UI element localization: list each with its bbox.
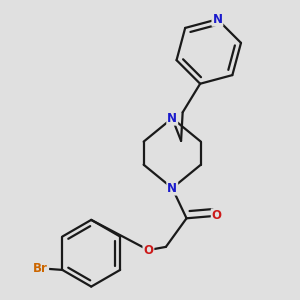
Text: Br: Br [33, 262, 48, 275]
Text: O: O [212, 209, 222, 222]
Text: O: O [143, 244, 153, 256]
Text: N: N [167, 112, 177, 125]
Text: N: N [212, 13, 222, 26]
Text: N: N [167, 182, 177, 195]
